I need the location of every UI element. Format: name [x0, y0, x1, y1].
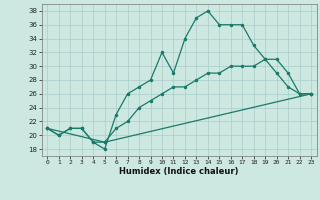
X-axis label: Humidex (Indice chaleur): Humidex (Indice chaleur) — [119, 167, 239, 176]
